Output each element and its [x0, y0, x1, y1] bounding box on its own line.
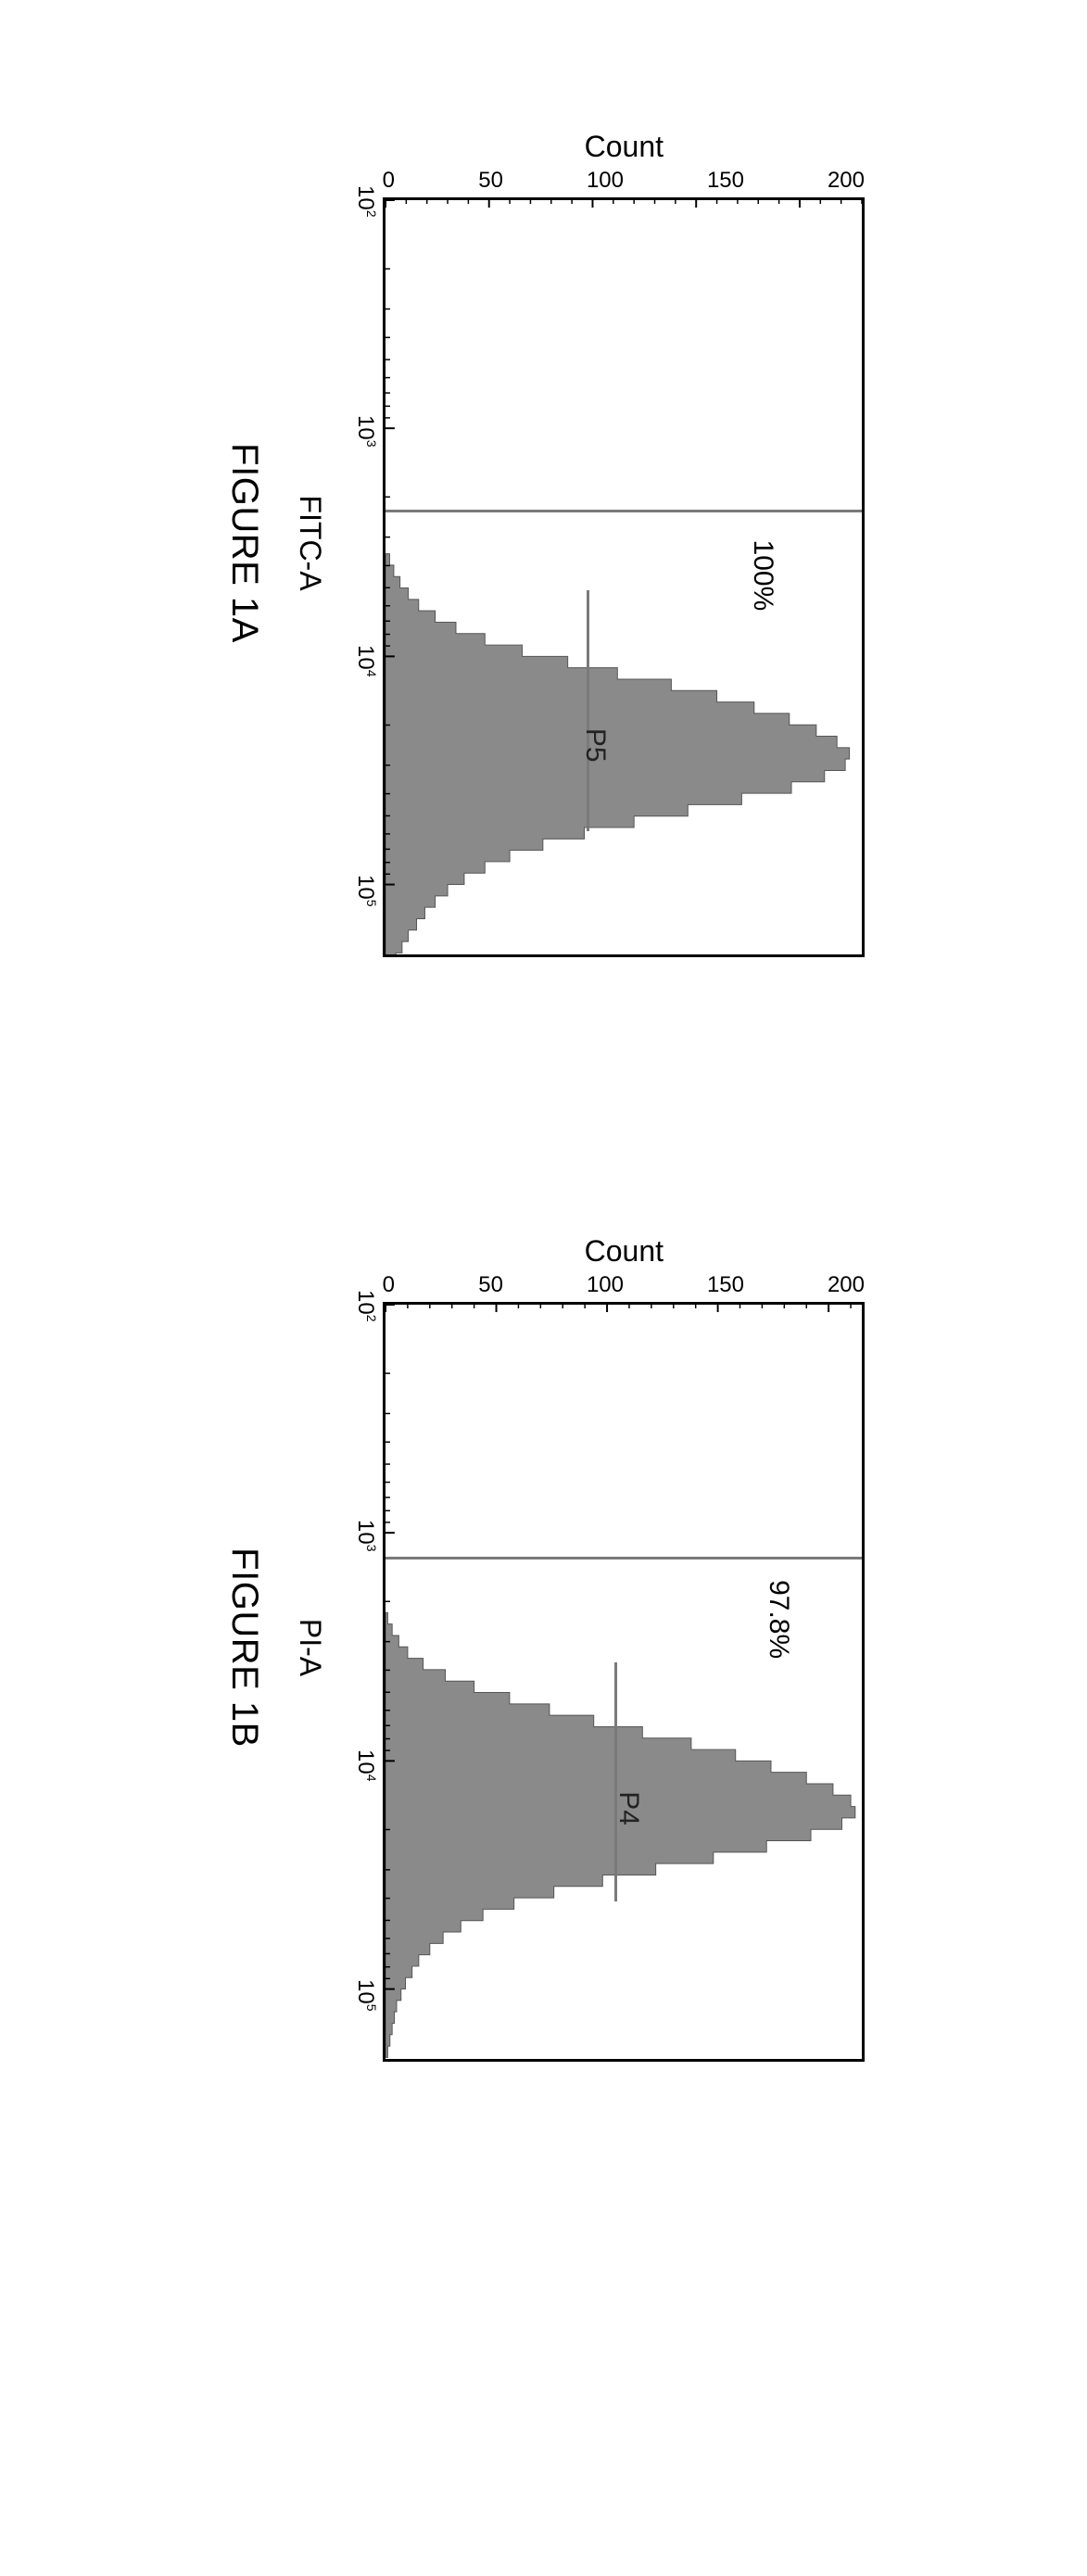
x-axis-title-a: FITC-A	[293, 495, 327, 590]
population-label-a: P5	[578, 728, 610, 763]
y-axis-ticks-b: 050100150200	[383, 1272, 865, 1298]
y-axis-title-b: Count	[584, 1234, 663, 1269]
histogram-b	[386, 1305, 862, 2059]
percent-label-a: 100%	[746, 540, 777, 612]
gate-vertical-a	[386, 510, 862, 512]
figure-1a-wrapper: Count 050100150200 100% P5 102103104105 …	[223, 124, 865, 962]
plot-area-a: 100% P5	[383, 197, 865, 957]
figure-1b-wrapper: Count 050100150200 97.8% P4 102103104105…	[223, 1229, 865, 2066]
gate-horizontal-b	[614, 1662, 617, 1901]
figure-caption-b: FIGURE 1B	[223, 1547, 265, 1748]
plot-area-b: 97.8% P4	[383, 1302, 865, 2062]
figure-caption-a: FIGURE 1A	[223, 443, 265, 643]
percent-label-b: 97.8%	[763, 1580, 794, 1659]
y-axis-ticks-a: 050100150200	[383, 168, 865, 194]
x-axis-row-a: 102103104105	[333, 202, 383, 962]
x-axis-row-b: 102103104105	[333, 1307, 383, 2066]
gate-vertical-b	[386, 1557, 862, 1559]
figure-1b-panel: Count 050100150200 97.8% P4 102103104105…	[223, 1229, 865, 2066]
histogram-a	[386, 200, 862, 954]
gate-horizontal-a	[587, 590, 589, 831]
y-axis-title-a: Count	[584, 130, 663, 164]
population-label-b: P4	[613, 1791, 644, 1825]
plot-row-b: Count 050100150200 97.8% P4	[383, 1234, 865, 2062]
figure-1a-panel: Count 050100150200 100% P5 102103104105 …	[223, 124, 865, 962]
plot-row-a: Count 050100150200 100% P5	[383, 130, 865, 957]
x-axis-title-b: PI-A	[293, 1619, 327, 1676]
